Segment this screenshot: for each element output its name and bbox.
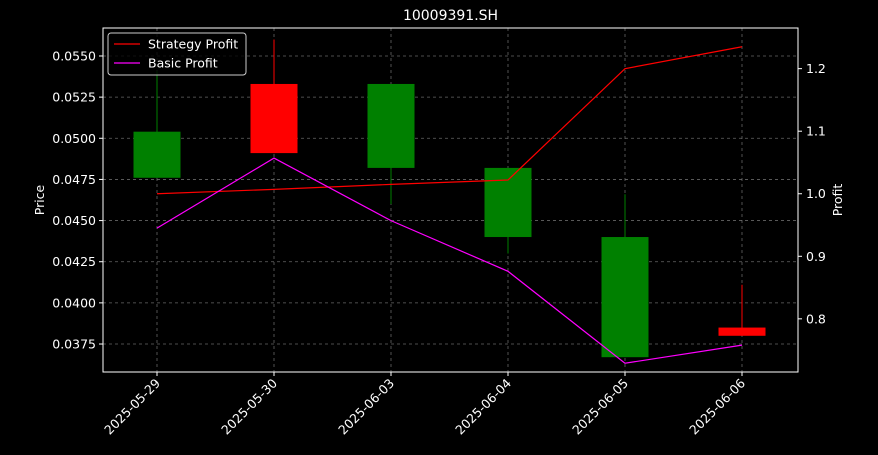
y-left-tick-label: 0.0400	[52, 295, 96, 310]
y-right-tick-label: 0.8	[806, 311, 826, 326]
y-left-tick-label: 0.0525	[52, 90, 96, 105]
y-left-tick-label: 0.0475	[52, 172, 96, 187]
y-axis-left-label: Price	[32, 184, 47, 215]
x-tick-label: 2025-06-06	[686, 375, 748, 437]
x-tick-label: 2025-06-03	[335, 376, 397, 438]
y-right-tick-label: 1.0	[806, 186, 826, 201]
y-right-tick-label: 1.1	[806, 124, 826, 139]
y-right-tick-label: 1.2	[806, 61, 826, 76]
basic-profit-line	[156, 157, 743, 364]
y-right-tick-label: 0.9	[806, 249, 826, 264]
x-axis: 2025-05-29 2025-05-30 2025-06-03 2025-06-04…	[101, 372, 748, 437]
profit-lines-layer	[156, 46, 743, 364]
legend-label-basic-profit: Basic Profit	[148, 56, 218, 71]
y-axis-right-label: Profit	[830, 184, 845, 217]
legend: Strategy Profit Basic Profit	[107, 32, 247, 76]
right-axis: 0.8 0.9 1.0 1.1 1.2	[798, 61, 826, 326]
x-tick-label: 2025-06-05	[569, 376, 631, 438]
left-axis: 0.0375 0.0400 0.0425 0.0450 0.0475 0.0500 0.05…	[52, 48, 103, 352]
candle-body-down	[250, 83, 298, 154]
strategy-profit-line	[156, 46, 743, 195]
legend-box	[107, 32, 247, 76]
grid-layer	[103, 28, 798, 372]
x-tick-label: 2025-05-30	[218, 375, 280, 437]
candle-body-up	[601, 237, 649, 358]
y-left-tick-label: 0.0550	[52, 48, 96, 63]
candle-body-down	[718, 327, 766, 336]
y-left-tick-label: 0.0425	[52, 254, 96, 269]
candle-body-up	[367, 83, 415, 168]
chart-title: 10009391.SH	[403, 8, 498, 24]
y-left-tick-label: 0.0450	[52, 213, 96, 228]
plot-frame	[102, 27, 799, 373]
candle-body-up	[133, 131, 181, 178]
candle-body-up	[484, 167, 532, 238]
x-tick-label: 2025-05-29	[101, 375, 163, 437]
x-tick-label: 2025-06-04	[452, 375, 514, 437]
y-left-tick-label: 0.0375	[52, 337, 96, 352]
y-left-tick-label: 0.0500	[52, 131, 96, 146]
candles-layer	[133, 39, 766, 358]
legend-label-strategy-profit: Strategy Profit	[148, 37, 238, 52]
